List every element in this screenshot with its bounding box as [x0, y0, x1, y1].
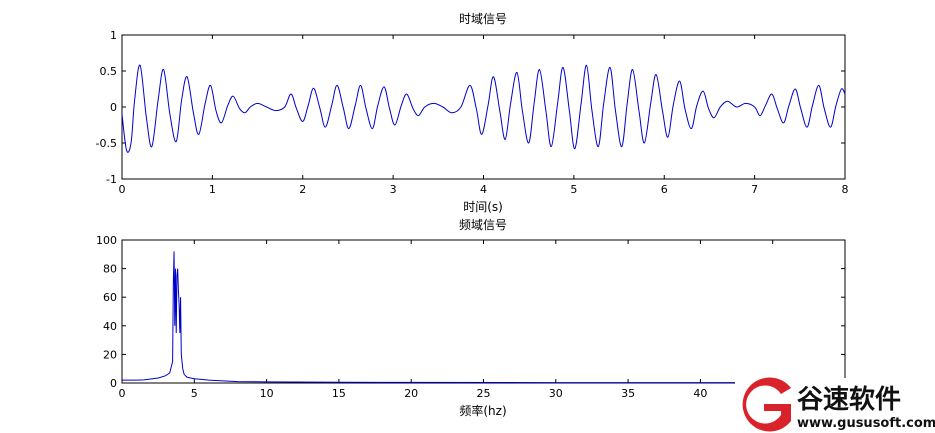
time-xtick-label: 8: [842, 183, 849, 196]
time-xtick-label: 0: [119, 183, 126, 196]
frequency-domain-subplot: 频域信号 051015202530354045020406080100 频率(h…: [96, 218, 846, 418]
freq-ytick-label: 0: [110, 377, 117, 390]
frequency-domain-xlabel: 频率(hz): [459, 403, 506, 418]
time-ytick-label: 0: [110, 101, 117, 114]
freq-ytick-label: 20: [103, 348, 117, 361]
freq-xtick-label: 15: [332, 387, 346, 400]
time-ytick-label: 1: [110, 29, 117, 42]
time-xtick-label: 4: [480, 183, 487, 196]
freq-xtick-label: 25: [477, 387, 491, 400]
time-ytick-label: 0.5: [100, 65, 118, 78]
time-xtick-label: 3: [390, 183, 397, 196]
gususoft-logo-icon: [742, 377, 791, 432]
watermark-url: www.gususoft.com: [797, 416, 935, 431]
frequency-domain-axes-box: [121, 239, 846, 384]
watermark-brand: 谷速软件: [797, 385, 901, 415]
time-domain-xlabel: 时间(s): [463, 200, 503, 214]
time-domain-subplot: 时域信号 0 1 2 3 4 5 6 7 8 -1 -0.5 0 0.5 1 时间(s): [96, 12, 849, 214]
freq-xtick-label: 20: [404, 387, 418, 400]
time-xtick-label: 5: [570, 183, 577, 196]
gususoft-watermark: 谷速软件 www.gususoft.com: [735, 377, 935, 433]
freq-xtick-label: 5: [191, 387, 198, 400]
freq-xtick-label: 35: [621, 387, 635, 400]
freq-xtick-label: 40: [693, 387, 707, 400]
time-ytick-label: -0.5: [96, 137, 117, 150]
time-ytick-label: -1: [106, 173, 117, 186]
freq-ytick-label: 60: [103, 291, 117, 304]
freq-xtick-label: 30: [549, 387, 563, 400]
time-domain-title: 时域信号: [459, 12, 507, 26]
time-domain-ticks: 0 1 2 3 4 5 6 7 8 -1 -0.5 0 0.5 1: [96, 29, 849, 196]
freq-xtick-label: 0: [119, 387, 126, 400]
time-xtick-label: 7: [751, 183, 758, 196]
frequency-domain-title: 频域信号: [459, 218, 507, 232]
time-domain-axes-box: [121, 34, 846, 180]
freq-ytick-label: 40: [103, 320, 117, 333]
time-xtick-label: 2: [299, 183, 306, 196]
time-signal-line: [121, 64, 846, 153]
freq-ytick-label: 100: [96, 234, 117, 247]
frequency-spectrum-line: [122, 251, 845, 384]
freq-xtick-label: 10: [260, 387, 274, 400]
freq-ytick-label: 80: [103, 263, 117, 276]
time-xtick-label: 6: [661, 183, 668, 196]
time-xtick-label: 1: [209, 183, 216, 196]
